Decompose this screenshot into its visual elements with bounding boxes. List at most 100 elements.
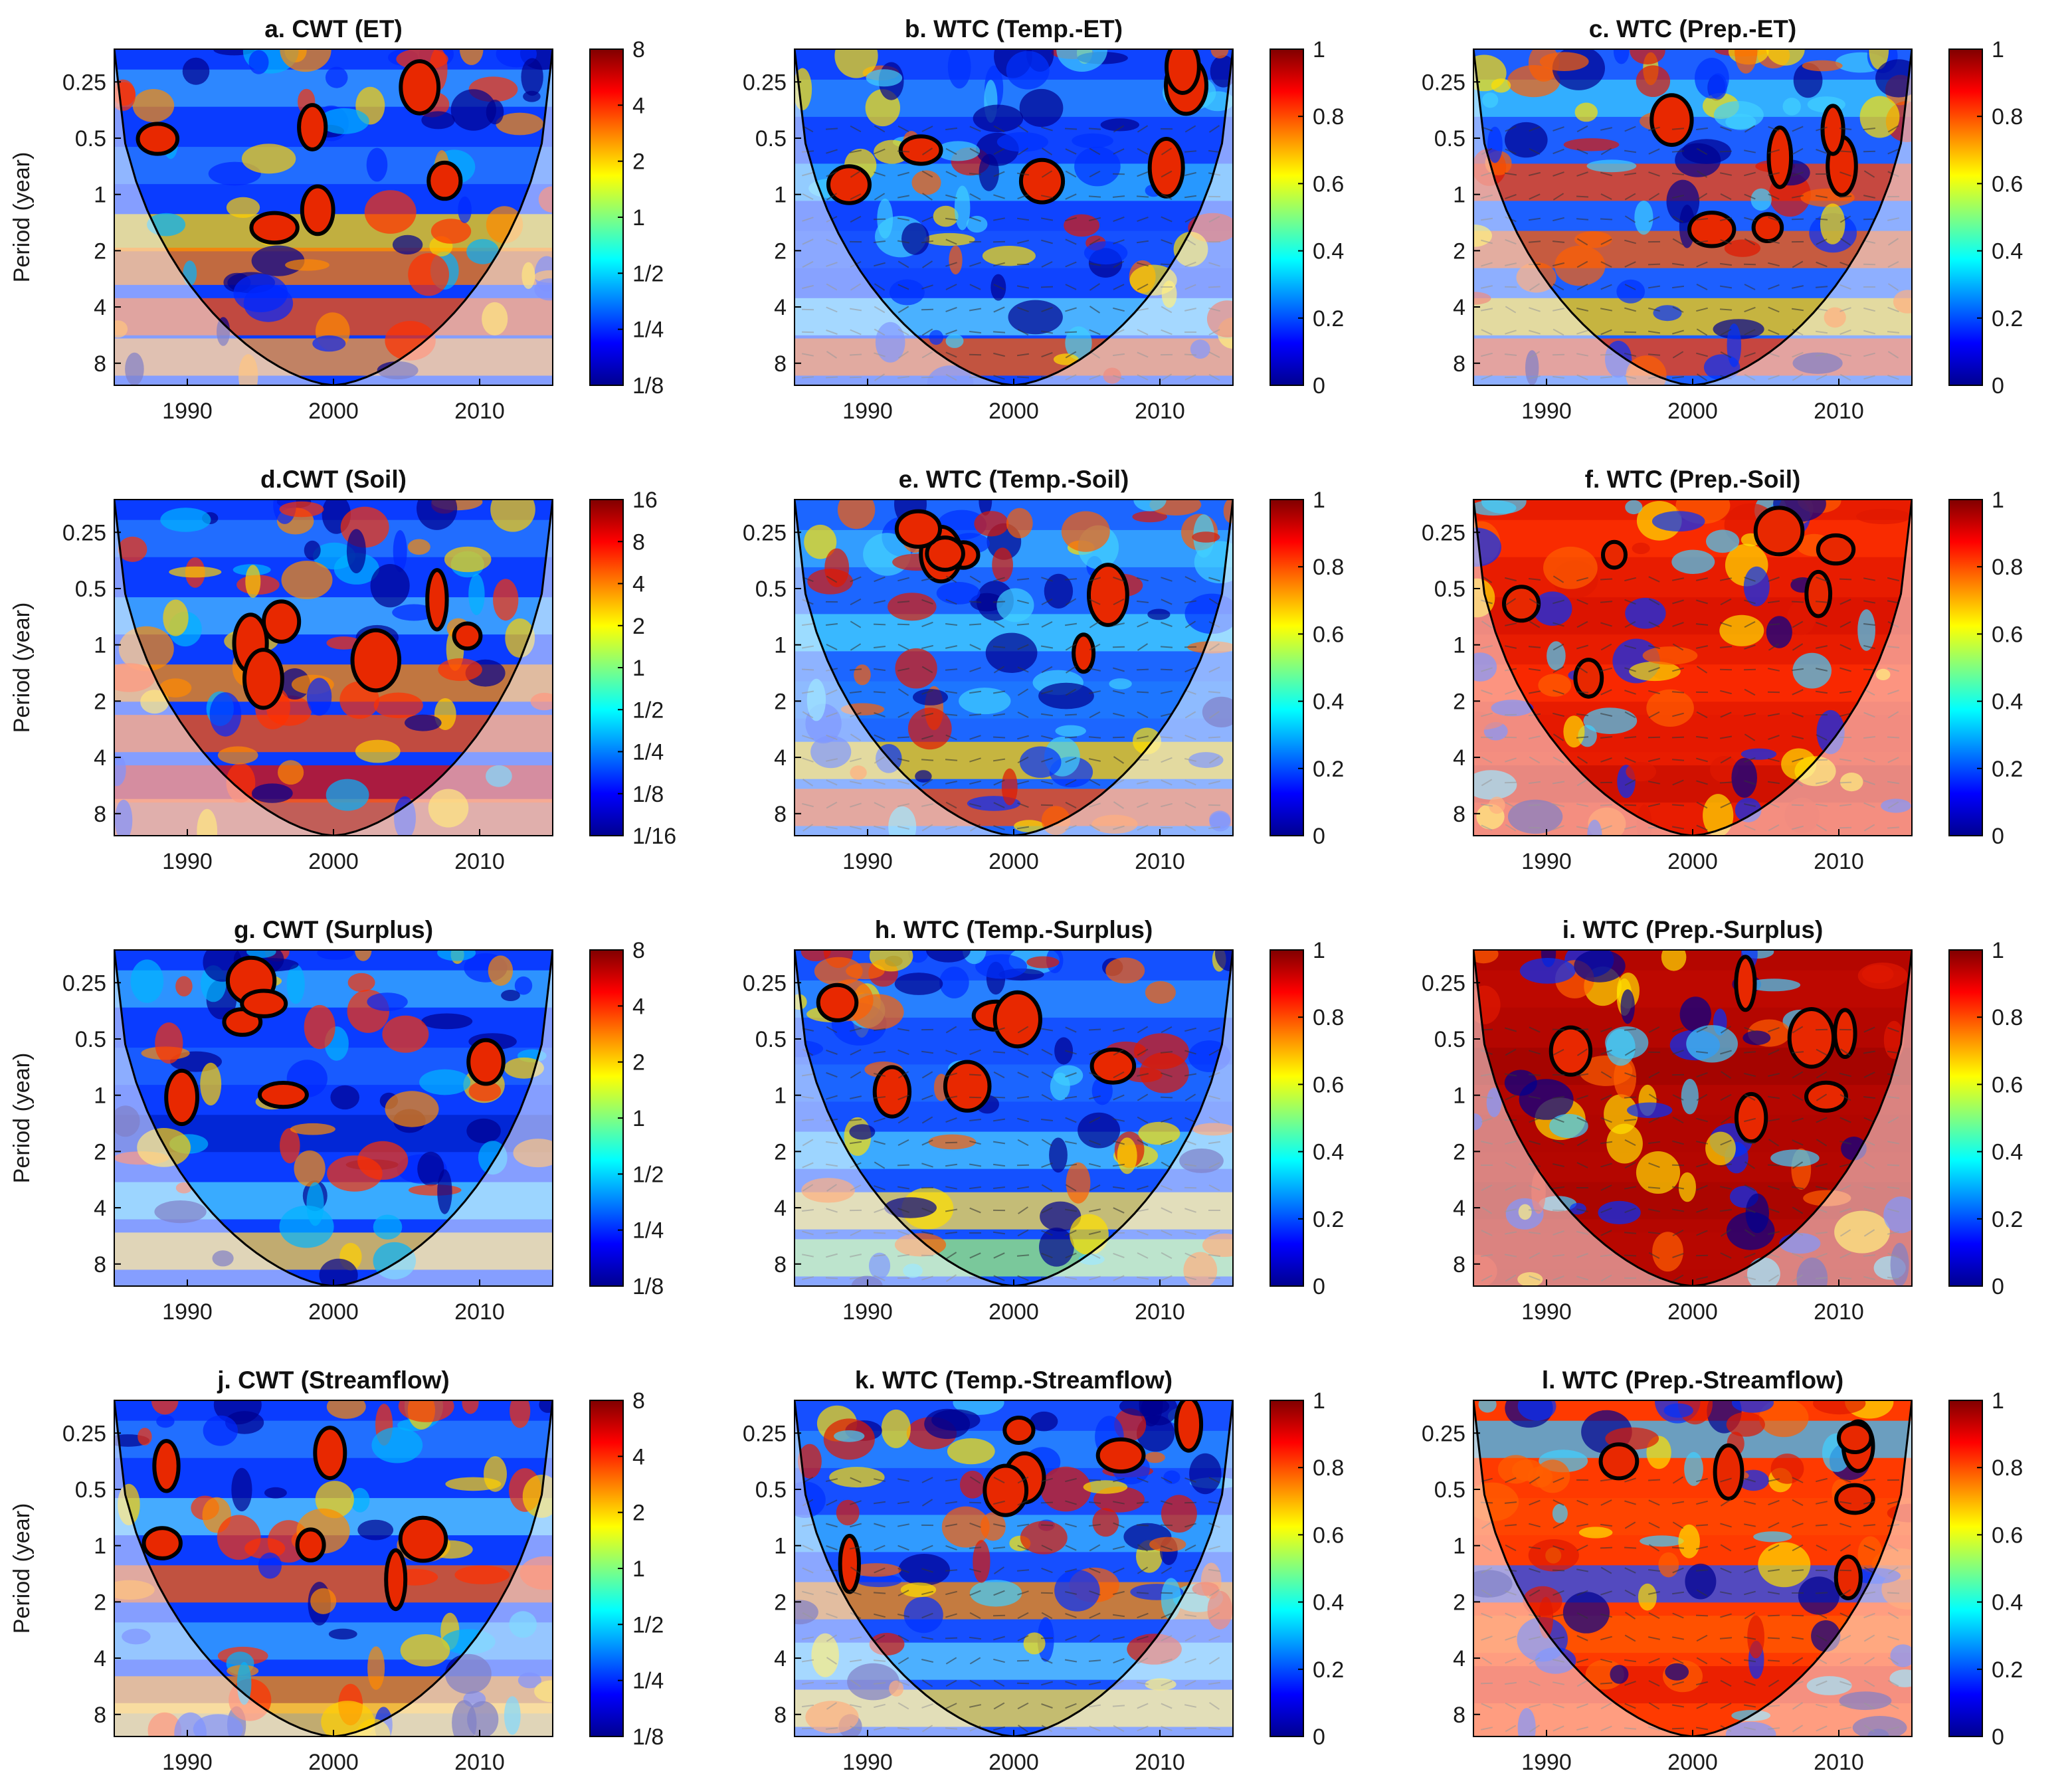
power-patch [1629,661,1681,682]
power-patch [217,746,258,765]
power-patch [138,1428,152,1446]
power-patch [1735,49,1758,74]
cone-of-influence-shade [795,49,1233,385]
power-patch [317,950,354,960]
colorbar-gradient [1270,499,1304,836]
x-tick-label: 1990 [842,399,893,424]
y-tick-label: 1 [94,1534,106,1559]
significance-contour [898,134,943,166]
colorbar-tick-label: 0.4 [1992,690,2023,715]
power-patch [1742,1030,1771,1046]
cone-of-influence-line [795,500,1233,836]
y-tick-label: 4 [774,1196,787,1221]
colorbar-gradient [1948,48,1983,386]
power-patch [1139,1052,1189,1093]
power-patch [1030,1411,1058,1432]
cone-of-influence-line [1473,1400,1912,1736]
colorbar-gradient [589,949,624,1287]
power-patch [1072,133,1113,149]
colorbar-tick-label: 0.2 [1313,1207,1344,1232]
power-patch [1750,188,1772,211]
power-patch [286,964,305,1004]
power-patch [975,954,1028,979]
colorbar-tick-label: 1/8 [632,1725,664,1750]
power-patch [408,253,449,296]
significance-contour [313,1426,347,1481]
colorbar: 1/8 1/4 1/2 1 2 4 8 [589,1388,664,1750]
colorbar: 0 0.2 0.4 0.6 0.8 1 [1948,1388,2023,1750]
power-patch [1820,203,1845,244]
power-patch [1604,1094,1638,1135]
significance-contour [1002,1416,1036,1445]
colorbar-gradient [1270,48,1304,386]
power-patch [466,1118,501,1143]
significance-contour [1089,1047,1137,1085]
power-patch [884,1197,937,1218]
x-tick-label: 2010 [1814,399,1864,424]
colorbar-tick-label: 0 [1313,1274,1325,1299]
power-patch [903,1596,943,1634]
power-patch [1519,958,1576,984]
colorbar: 0 0.2 0.4 0.6 0.8 1 [1948,938,2023,1299]
colorbar-tick-label: 0.2 [1992,306,2023,331]
power-patch [155,1022,183,1064]
power-patch [1857,963,1908,989]
power-patch [1620,989,1635,1024]
power-patch [1646,689,1694,727]
power-patch [1857,609,1875,651]
significance-contour [257,1081,309,1109]
colorbar-tick-label: 1 [1313,488,1325,513]
significance-contour [1598,1442,1640,1481]
y-axis-label: Period (year) [9,603,35,733]
x-tick-label: 2000 [1667,1299,1718,1325]
power-patch [1770,1149,1820,1167]
y-tick-label: 0.5 [1434,1477,1465,1503]
y-tick-label: 2 [774,238,787,264]
colorbar-tick-label: 0.8 [1992,1455,2023,1481]
y-axis-label: Period (year) [9,1503,35,1634]
power-patch [1758,1400,1809,1438]
power-patch [1109,678,1132,690]
power-patch [1119,1400,1170,1416]
power-patch [1563,138,1620,151]
colorbar-tick-label: 1/2 [632,1162,664,1187]
power-patch [285,259,330,271]
power-patch [1053,353,1079,365]
y-tick-label: 0.25 [743,971,787,996]
x-tick-label: 2010 [1135,849,1185,874]
y-tick-label: 0.25 [743,520,787,545]
power-patch [1145,981,1176,1004]
power-patch [1632,542,1650,555]
significance-contour [1816,533,1856,566]
power-patch [1658,1552,1679,1578]
power-patch [231,1467,252,1512]
power-patch [1634,201,1653,235]
colorbar-tick-label: 4 [632,93,645,118]
power-patch [1054,1037,1074,1065]
power-patch [1586,159,1637,173]
colorbar-tick-label: 1 [1313,938,1325,963]
power-patch [850,1563,901,1577]
power-patch [1653,305,1682,322]
power-patch [1055,725,1086,737]
significance-contour [925,535,965,572]
colorbar-tick-label: 0 [1992,1274,2004,1299]
colorbar-tick-label: 1/4 [632,318,664,343]
power-patch [1685,1563,1717,1600]
colorbar-tick-label: 4 [632,572,645,597]
colorbar-gradient [1948,1400,1983,1737]
power-patch [1189,1453,1222,1495]
power-patch [326,1400,366,1419]
power-patch [217,1515,261,1560]
panel-title: b. WTC (Temp.-ET) [905,15,1123,43]
power-patch [1049,1137,1068,1173]
colorbar-tick-label: 1 [1313,1388,1325,1414]
heatmap-h [795,950,1233,1286]
power-patch [1014,820,1045,832]
colorbar-tick-label: 2 [632,1050,645,1076]
y-tick-label: 0.5 [1434,1027,1465,1052]
power-patch [1802,60,1843,72]
power-patch [398,1400,454,1422]
y-tick-label: 8 [1453,802,1465,827]
power-patch [421,111,455,130]
